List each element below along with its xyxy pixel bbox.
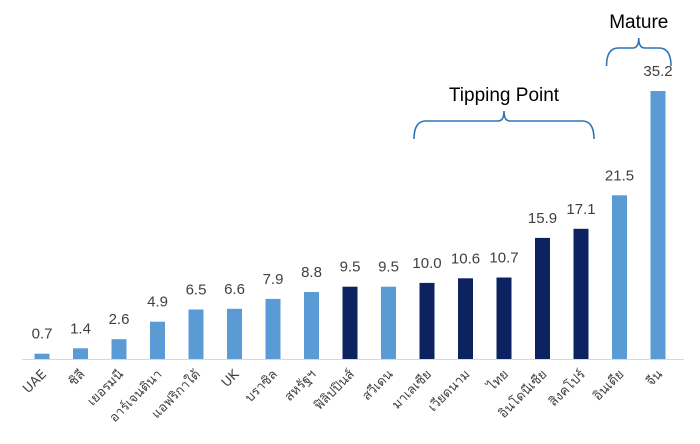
data-label: 21.5	[605, 167, 634, 184]
data-label: 1.4	[70, 320, 91, 337]
bar	[150, 321, 165, 359]
bar	[612, 195, 627, 359]
data-label: 7.9	[263, 271, 284, 288]
bar	[535, 237, 550, 359]
bar	[73, 348, 88, 359]
category-label: สหรัฐฯ	[282, 367, 319, 404]
bar	[419, 282, 435, 359]
category-label: UK	[219, 367, 243, 391]
annotation-label: Mature	[609, 12, 668, 33]
category-label: ฟิลิปปินส์	[311, 366, 358, 413]
data-label: 0.7	[32, 326, 53, 343]
bar	[342, 286, 358, 359]
bar	[227, 308, 242, 359]
category-label: สิงคโปร์	[546, 367, 589, 410]
category-label: UAE	[20, 367, 49, 396]
annotation-bracket	[605, 37, 672, 67]
bar	[573, 228, 589, 359]
data-label: 9.5	[340, 259, 361, 276]
bar	[650, 91, 666, 359]
category-label: สวีเดน	[359, 366, 397, 404]
data-label: 8.8	[301, 264, 322, 281]
bar	[265, 298, 281, 359]
data-label: 2.6	[109, 311, 130, 328]
data-label: 17.1	[566, 201, 595, 218]
data-label: 6.5	[186, 282, 207, 299]
data-label: 10.0	[412, 255, 441, 272]
data-label: 10.6	[451, 250, 480, 267]
bar	[188, 309, 204, 359]
category-label: จีน	[643, 366, 666, 389]
bar	[111, 339, 127, 359]
category-label: เวียดนาม	[425, 367, 473, 415]
bar	[496, 277, 512, 359]
data-label: 15.9	[528, 210, 557, 227]
category-label: บราซิล	[242, 367, 280, 405]
category-label: ไทย	[484, 367, 512, 395]
data-label: 35.2	[643, 63, 672, 80]
category-label: ชิลี	[65, 367, 88, 390]
bar	[381, 286, 396, 359]
data-label: 10.7	[489, 250, 518, 267]
category-label: อินเดีย	[590, 367, 628, 405]
bar	[458, 278, 473, 359]
data-label: 4.9	[147, 294, 168, 311]
bar	[34, 353, 50, 359]
annotation-label: Tipping Point	[449, 85, 560, 106]
data-label: 9.5	[378, 259, 399, 276]
annotation-bracket	[413, 110, 595, 140]
bar	[304, 292, 319, 359]
data-label: 6.6	[224, 281, 245, 298]
